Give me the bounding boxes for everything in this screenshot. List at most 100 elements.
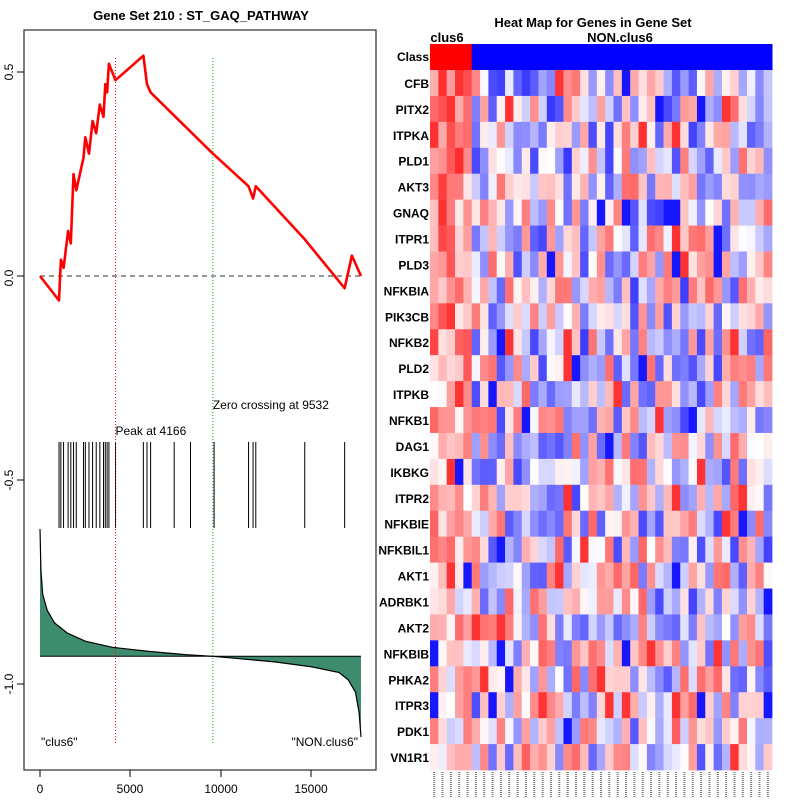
heatmap-cell [588,458,598,486]
heatmap-cell [746,407,756,434]
heatmap-cell [538,199,548,226]
heatmap-cell [596,70,606,97]
heatmap-cell [688,147,698,175]
heatmap-cell [430,458,439,486]
heatmap-cell [546,70,556,97]
heatmap-cell [563,147,573,175]
heatmap-cell [655,303,664,330]
heatmap-cell [596,147,606,175]
heatmap-cell [505,95,514,123]
heatmap-cell [663,173,673,201]
heatmap-cell [505,744,514,771]
heatmap-cell [646,588,656,615]
heatmap-cell [463,562,473,589]
heatmap-cell [713,381,723,408]
heatmap-cell [680,121,689,149]
heatmap-cell [530,329,539,356]
heatmap-cell [655,744,664,771]
heatmap-cell [713,666,723,693]
heatmap-cell [580,588,589,615]
heatmap-cell [571,199,581,226]
heatmap-cell [496,225,506,252]
heatmap-cell [613,329,623,356]
heatmap-cell [613,95,623,123]
heatmap-cell [580,303,589,330]
heatmap-cell [563,70,573,97]
heatmap-cell [630,484,639,512]
heatmap-cell [621,329,631,356]
heatmap-cell [455,381,464,408]
heatmap-cell [538,147,548,175]
gene-label: PLD2 [398,362,429,376]
heatmap-cell [730,614,740,641]
heatmap-cell [621,355,631,382]
heatmap-cell [688,536,698,563]
heatmap-cell [671,458,681,486]
heatmap-cell [705,562,715,589]
heatmap-cell [563,484,573,512]
heatmap-cell [563,510,573,538]
heatmap-cell [505,329,514,356]
heatmap-cell [488,666,498,693]
heatmap-cell [571,588,581,615]
heatmap-cell [530,199,539,226]
heatmap-cell [530,744,539,771]
heatmap-cell [505,536,514,563]
heatmap-cell [763,692,773,719]
heatmap-cell [613,173,623,201]
heatmap-cell [721,692,731,719]
heatmap-cell [471,588,481,615]
x-axis: 0 5000 10000 15000 [37,769,328,796]
heatmap-cell [655,614,664,641]
heatmap-cell [705,355,715,382]
heatmap-cell [730,666,740,693]
heatmap-cell [680,692,689,719]
heatmap-cell [721,277,731,304]
heatmap-cell [588,355,598,382]
heatmap-cell [605,614,614,641]
heatmap-cell [696,329,706,356]
heatmap-cell [446,121,456,149]
heatmap-cell [571,173,581,201]
heatmap-cell [446,744,456,771]
heatmap-cell [696,588,706,615]
heatmap-cell [571,718,581,745]
heatmap-cell [488,95,498,123]
heatmap-cell [505,199,514,226]
heatmap-cell [721,173,731,201]
heatmap-cell [471,562,481,589]
heatmap-cell [655,95,664,123]
heatmap-cell [671,744,681,771]
heatmap-cell [438,510,448,538]
heatmap-cell [455,407,464,434]
heatmap-cell [596,588,606,615]
heatmap-cell [738,173,748,201]
heatmap-cell [613,536,623,563]
heatmap-cell [755,484,765,512]
heatmap-cell [430,718,439,745]
heatmap-cell [588,147,598,175]
heatmap-cell [438,484,448,512]
heatmap-cell [563,121,573,149]
x-tick-label: 0 [37,782,44,796]
heatmap-cell [605,251,614,278]
heatmap-cell [713,432,723,460]
heatmap-cell [605,744,614,771]
heatmap-cell [638,70,648,97]
heatmap-cell [721,718,731,745]
heatmap-cell [696,744,706,771]
heatmap-cell [546,95,556,123]
heatmap-cell [530,381,539,408]
heatmap-cell [555,510,564,538]
heatmap-cell [738,355,748,382]
heatmap-cell [663,407,673,434]
heatmap-cell [705,744,715,771]
heatmap-cell [530,432,539,460]
heatmap-cell [630,355,639,382]
heatmap-cell [613,225,623,252]
heatmap-cell [555,458,564,486]
heatmap-cell [605,432,614,460]
heatmap-cell [555,432,564,460]
heatmap-cell [546,588,556,615]
heatmap-cell [505,147,514,175]
